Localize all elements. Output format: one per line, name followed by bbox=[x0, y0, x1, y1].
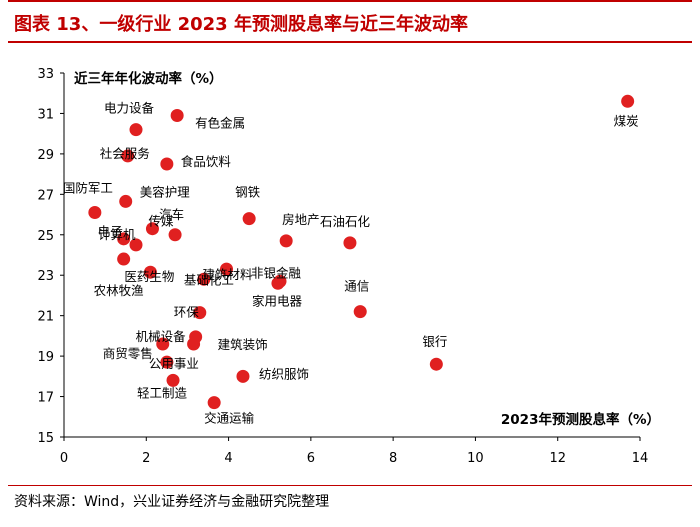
x-axis-title: 2023年预测股息率（%） bbox=[501, 411, 660, 428]
point-label: 基础化工 bbox=[184, 272, 234, 287]
point-label: 建筑装饰 bbox=[218, 337, 268, 352]
data-point bbox=[129, 238, 143, 252]
data-point bbox=[207, 396, 221, 410]
y-tick-label: 17 bbox=[37, 391, 54, 406]
point-label: 计算机 bbox=[98, 227, 136, 242]
data-point bbox=[353, 305, 367, 319]
data-point bbox=[621, 94, 635, 108]
point-label: 环保 bbox=[174, 305, 200, 320]
point-label: 国防军工 bbox=[63, 181, 113, 196]
data-point bbox=[343, 236, 357, 250]
data-point bbox=[187, 337, 201, 351]
point-label: 传媒 bbox=[148, 214, 174, 229]
data-point bbox=[117, 232, 131, 246]
point-label: 钢铁 bbox=[235, 185, 261, 200]
y-tick-label: 23 bbox=[37, 269, 54, 284]
y-tick-label: 27 bbox=[37, 188, 54, 203]
point-label: 机械设备 bbox=[136, 329, 187, 344]
point-label: 银行 bbox=[422, 334, 447, 349]
point-label: 美容护理 bbox=[140, 184, 191, 199]
data-point bbox=[236, 369, 250, 383]
y-tick-label: 15 bbox=[37, 431, 54, 446]
x-tick-label: 10 bbox=[467, 451, 484, 466]
point-label: 轻工制造 bbox=[137, 385, 188, 400]
data-point bbox=[429, 357, 443, 371]
data-point bbox=[160, 355, 174, 369]
x-tick-label: 8 bbox=[389, 451, 397, 466]
point-label: 电力设备 bbox=[104, 101, 155, 116]
y-axis-title: 近三年年化波动率（%） bbox=[74, 70, 223, 87]
x-tick-label: 14 bbox=[632, 451, 649, 466]
point-label: 公用事业 bbox=[149, 356, 199, 371]
point-label: 家用电器 bbox=[252, 293, 303, 308]
point-label: 石油石化 bbox=[320, 214, 371, 229]
data-point bbox=[166, 373, 180, 387]
data-point bbox=[129, 123, 143, 137]
point-label: 农林牧渔 bbox=[94, 283, 144, 298]
y-tick-group: 15 17 19 21 23 25 27 29 31 33 bbox=[37, 67, 64, 446]
point-label: 食品饮料 bbox=[181, 154, 232, 169]
data-point bbox=[160, 157, 174, 171]
point-label: 社会服务 bbox=[100, 146, 150, 161]
data-point bbox=[156, 337, 170, 351]
data-point bbox=[193, 306, 207, 320]
x-tick-label: 12 bbox=[549, 451, 566, 466]
point-label: 商贸零售 bbox=[103, 346, 153, 361]
bottom-rule bbox=[8, 485, 692, 486]
y-tick-label: 21 bbox=[37, 310, 54, 325]
point-label: 建筑材料 bbox=[203, 267, 254, 282]
y-tick-label: 25 bbox=[37, 229, 54, 244]
point-label: 煤炭 bbox=[614, 113, 639, 128]
data-point bbox=[197, 272, 211, 286]
x-tick-label: 4 bbox=[224, 451, 232, 466]
point-label: 非银金融 bbox=[251, 265, 302, 280]
x-tick-group: 0 2 4 6 8 10 12 14 bbox=[60, 437, 648, 466]
x-tick-label: 2 bbox=[142, 451, 150, 466]
point-label: 有色金属 bbox=[195, 115, 245, 130]
point-label: 纺织服饰 bbox=[259, 366, 309, 381]
data-point bbox=[145, 222, 159, 236]
point-label: 房地产 bbox=[282, 212, 320, 227]
y-tick-label: 29 bbox=[37, 148, 54, 163]
chart-title: 图表 13、一级行业 2023 年预测股息率与近三年波动率 bbox=[14, 14, 468, 35]
data-point bbox=[168, 228, 182, 242]
y-tick-label: 19 bbox=[37, 350, 54, 365]
data-point bbox=[117, 252, 131, 266]
point-label: 汽车 bbox=[159, 207, 184, 222]
point-label: 交通运输 bbox=[204, 411, 255, 426]
x-tick-label: 6 bbox=[307, 451, 315, 466]
source-note: 资料来源：Wind，兴业证券经济与金融研究院整理 bbox=[14, 494, 330, 510]
data-point-group bbox=[88, 94, 635, 410]
data-point bbox=[242, 212, 256, 226]
point-label: 医药生物 bbox=[124, 269, 174, 284]
data-point bbox=[273, 274, 287, 288]
data-point bbox=[119, 194, 133, 208]
data-point bbox=[220, 262, 234, 276]
top-rule bbox=[8, 0, 692, 2]
data-point bbox=[121, 149, 135, 163]
data-point bbox=[143, 265, 157, 279]
point-label: 通信 bbox=[344, 279, 369, 294]
y-tick-label: 33 bbox=[37, 67, 54, 82]
x-tick-label: 0 bbox=[60, 451, 68, 466]
data-point bbox=[88, 206, 102, 220]
point-label: 电子 bbox=[98, 224, 123, 239]
data-point bbox=[279, 234, 293, 248]
title-rule bbox=[8, 41, 692, 43]
y-tick-label: 31 bbox=[37, 107, 54, 122]
data-point bbox=[170, 108, 184, 122]
